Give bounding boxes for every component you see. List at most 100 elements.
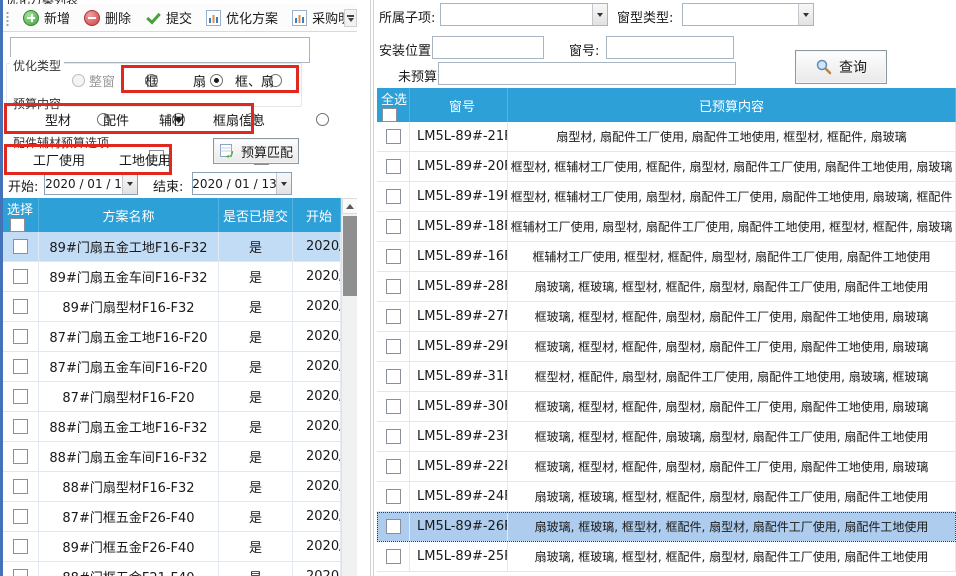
radio-frame-sash-info[interactable]: [315, 113, 329, 126]
row-checkbox[interactable]: [13, 269, 28, 284]
radio-whole-window[interactable]: [72, 74, 85, 87]
radio-profile[interactable]: [96, 113, 110, 126]
plan-name-header[interactable]: 方案名称: [39, 198, 219, 232]
row-checkbox[interactable]: [13, 239, 28, 254]
radio-whole-window-label: 整窗: [89, 75, 116, 90]
row-checkbox[interactable]: [385, 309, 401, 324]
window-no-header[interactable]: 窗号: [410, 88, 508, 122]
budgeted-content: 扇玻璃, 框玻璃, 框型材, 框配件, 扇型材, 扇配件工厂使用, 扇配件工地使…: [508, 272, 956, 301]
scroll-up-button[interactable]: [342, 198, 358, 214]
table-row[interactable]: LM5L-89#-27F25框玻璃, 框型材, 框配件, 扇型材, 扇配件工厂使…: [377, 302, 956, 332]
row-checkbox[interactable]: [385, 249, 401, 264]
row-checkbox[interactable]: [385, 519, 401, 534]
table-row[interactable]: LM5L-89#-31F29框型材, 框配件, 扇型材, 扇配件工厂使用, 扇配…: [377, 362, 956, 392]
optimize-plan-button[interactable]: 优化方案: [200, 5, 284, 30]
row-checkbox[interactable]: [13, 419, 28, 434]
scrollbar-thumb[interactable]: [343, 216, 357, 296]
radio-frame[interactable]: [145, 74, 159, 87]
row-checkbox[interactable]: [13, 359, 28, 374]
plan-name: 89#门扇五金车间F16-F32: [39, 262, 219, 291]
row-checkbox[interactable]: [385, 189, 401, 204]
row-checkbox[interactable]: [13, 449, 28, 464]
row-checkbox[interactable]: [13, 299, 28, 314]
select-all-checkbox[interactable]: [382, 108, 397, 122]
add-button[interactable]: 新增: [17, 5, 76, 30]
table-row[interactable]: LM5L-89#-24F22扇玻璃, 框玻璃, 框型材, 框配件, 扇型材, 扇…: [377, 482, 956, 512]
toolbar-grip[interactable]: [6, 11, 9, 26]
table-row[interactable]: LM5L-89#-22F20框玻璃, 框型材, 框配件, 扇型材, 扇配件工厂使…: [377, 452, 956, 482]
table-row[interactable]: LM5L-89#-30F28框玻璃, 框型材, 框配件, 扇型材, 扇配件工厂使…: [377, 392, 956, 422]
not-budgeted-input[interactable]: [438, 62, 736, 85]
factory-use-checkbox[interactable]: [149, 150, 165, 165]
row-checkbox[interactable]: [13, 479, 28, 494]
row-checkbox[interactable]: [385, 219, 401, 234]
install-location-input[interactable]: [432, 36, 544, 59]
toolbar-overflow-button[interactable]: [344, 9, 357, 27]
row-checkbox[interactable]: [385, 549, 401, 564]
table-row[interactable]: LM5L-89#-23F21框玻璃, 框型材, 框配件, 扇玻璃, 扇型材, 扇…: [377, 422, 956, 452]
submit-button[interactable]: 提交: [139, 5, 198, 30]
window-type-select[interactable]: [682, 3, 814, 26]
dropdown-button[interactable]: [122, 173, 137, 194]
dropdown-button[interactable]: [798, 4, 813, 25]
row-checkbox[interactable]: [385, 369, 401, 384]
row-checkbox[interactable]: [385, 159, 401, 174]
radio-sash[interactable]: [210, 74, 224, 87]
dropdown-button[interactable]: [276, 173, 291, 194]
table-row[interactable]: LM5L-89#-25F23扇玻璃, 框玻璃, 框型材, 框配件, 扇型材, 扇…: [377, 542, 956, 572]
window-no: LM5L-89#-26F24: [410, 512, 508, 541]
plan-submitted: 是: [219, 352, 293, 381]
table-row[interactable]: LM5L-89#-19F17框型材, 框辅材工厂使用, 扇型材, 扇配件工厂使用…: [377, 182, 956, 212]
table-row[interactable]: LM5L-89#-20F18框型材, 框辅材工厂使用, 框配件, 扇型材, 扇配…: [377, 152, 956, 182]
row-checkbox[interactable]: [13, 569, 28, 576]
row-checkbox[interactable]: [385, 399, 401, 414]
row-checkbox[interactable]: [13, 509, 28, 524]
budgeted-content-header[interactable]: 已预算内容: [508, 88, 956, 122]
submitted-header[interactable]: 是否已提交: [219, 198, 293, 232]
radio-frame-sash[interactable]: [269, 74, 283, 87]
row-checkbox[interactable]: [385, 339, 401, 354]
panel-splitter[interactable]: [357, 0, 377, 576]
row-checkbox[interactable]: [385, 279, 401, 294]
window-no-input[interactable]: [606, 36, 734, 59]
table-row[interactable]: LM5L-89#-29F27框玻璃, 框型材, 框配件, 扇型材, 扇配件工厂使…: [377, 332, 956, 362]
row-checkbox[interactable]: [385, 429, 401, 444]
budget-match-button[interactable]: 预算匹配: [213, 138, 299, 164]
dropdown-button[interactable]: [592, 4, 607, 25]
table-row[interactable]: LM5L-89#-21F19扇型材, 扇配件工厂使用, 扇配件工地使用, 框型材…: [377, 122, 956, 152]
end-date-picker[interactable]: 2020 / 01 / 13: [192, 172, 292, 195]
window-no: LM5L-89#-20F18: [410, 152, 508, 181]
delete-button[interactable]: 删除: [78, 5, 137, 30]
row-checkbox[interactable]: [385, 129, 401, 144]
row-checkbox[interactable]: [13, 329, 28, 344]
start-date-picker[interactable]: 2020 / 01 / 1: [44, 172, 138, 195]
window-no: LM5L-89#-30F28: [410, 392, 508, 421]
plan-table-scrollbar[interactable]: [341, 198, 358, 576]
table-row[interactable]: LM5L-89#-16F15框辅材工厂使用, 框型材, 框配件, 扇型材, 扇配…: [377, 242, 956, 272]
radio-accessory[interactable]: [171, 113, 185, 126]
row-checkbox[interactable]: [13, 539, 28, 554]
select-all-checkbox[interactable]: [10, 218, 25, 232]
row-checkbox[interactable]: [13, 389, 28, 404]
radio-profile-label: 型材: [45, 114, 72, 129]
row-checkbox[interactable]: [385, 489, 401, 504]
query-button[interactable]: 查询: [795, 50, 887, 84]
start-header[interactable]: 开始: [293, 198, 341, 232]
sub-item-select[interactable]: [440, 3, 608, 26]
table-row[interactable]: LM5L-89#-28F26扇玻璃, 框玻璃, 框型材, 框配件, 扇型材, 扇…: [377, 272, 956, 302]
table-row[interactable]: LM5L-89#-18F16框辅材工厂使用, 扇型材, 扇配件工厂使用, 扇配件…: [377, 212, 956, 242]
row-checkbox[interactable]: [385, 459, 401, 474]
table-row-selected[interactable]: LM5L-89#-26F24扇玻璃, 框玻璃, 框型材, 框配件, 扇型材, 扇…: [377, 512, 956, 542]
